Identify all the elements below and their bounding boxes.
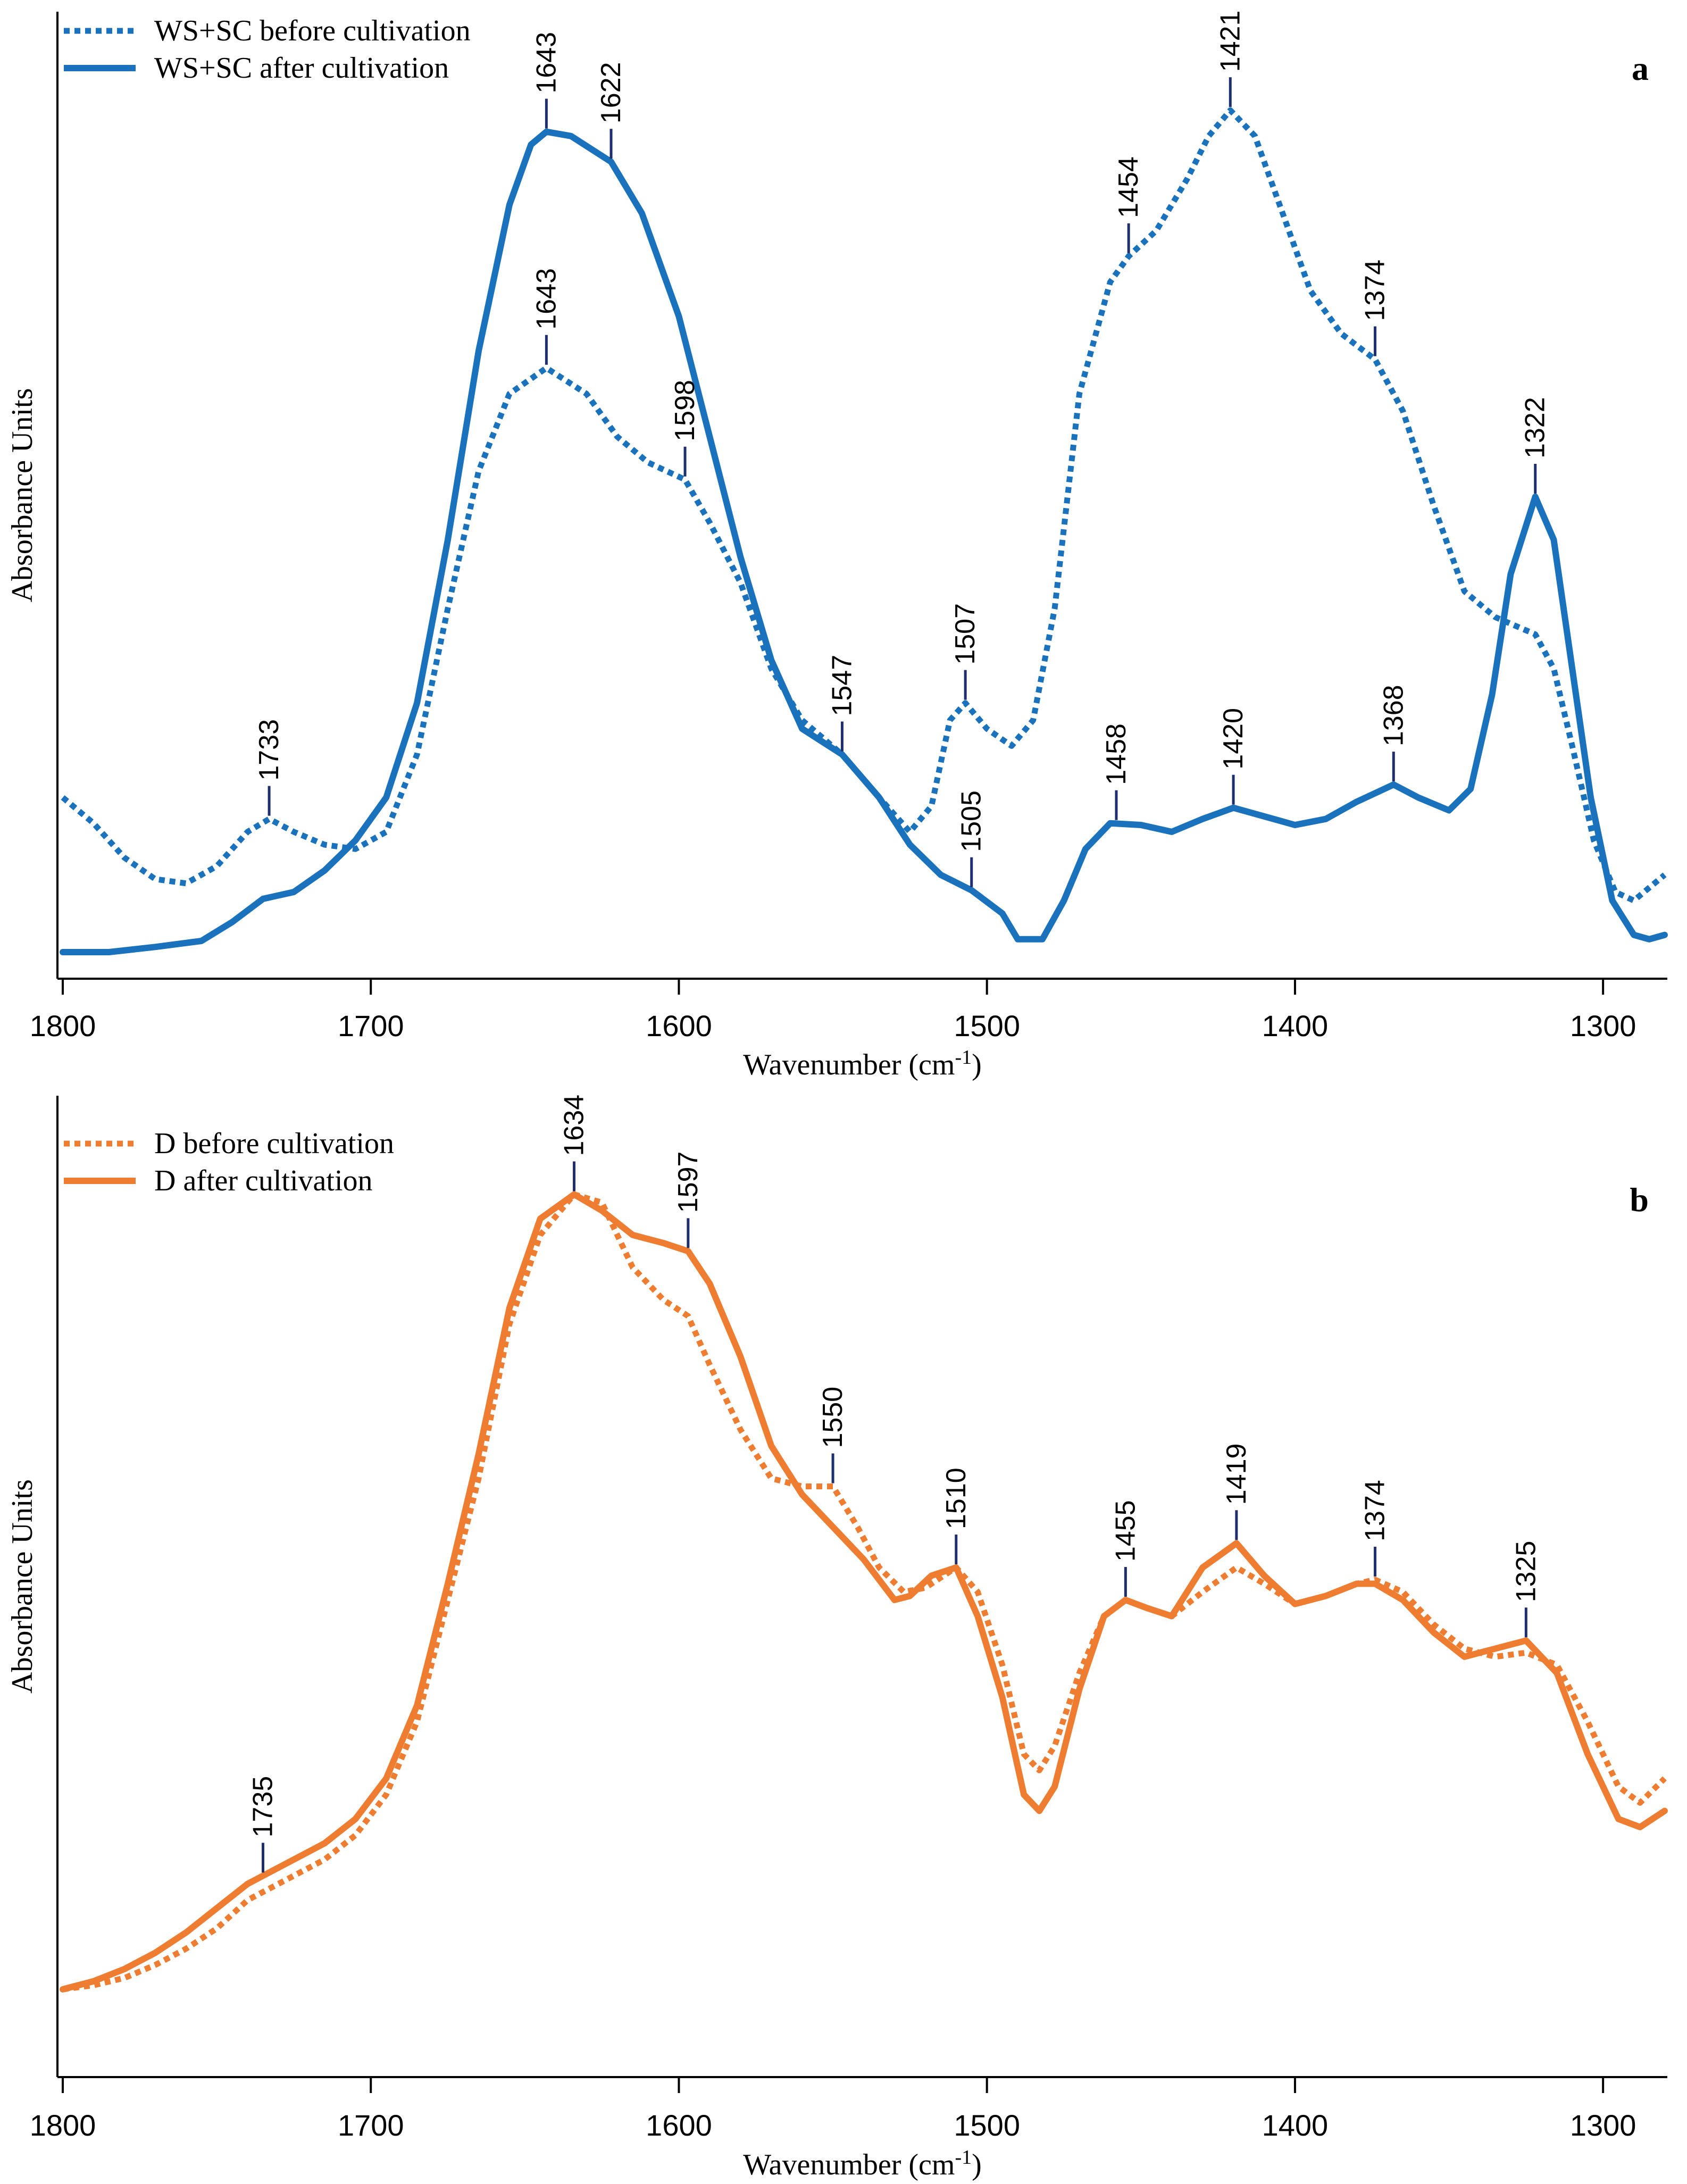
- chart-panel-b: 1800 1700 1600 1500 1400 1300 Wavenumber (cm-1…: [6, 1095, 1668, 2181]
- y-axis-label: Absorbance Units: [6, 1479, 39, 1694]
- peak-label: 1597: [673, 1152, 704, 1213]
- peak-label: 1505: [956, 790, 987, 852]
- legend-label: WS+SC before cultivation: [154, 14, 471, 47]
- peak-annotation: 1455: [1110, 1500, 1141, 1597]
- peak-label: 1622: [596, 62, 627, 124]
- peak-label: 1421: [1215, 11, 1246, 72]
- x-tick-label: 1500: [954, 2108, 1020, 2142]
- series-line-after: [60, 1191, 1668, 1993]
- x-tick-label: 1400: [1262, 2108, 1329, 2142]
- peak-label: 1643: [531, 268, 562, 330]
- peak-label: 1458: [1101, 723, 1132, 785]
- peak-label: 1420: [1218, 708, 1249, 770]
- peak-annotation: 1368: [1378, 685, 1409, 782]
- peak-annotation: 1421: [1215, 11, 1246, 107]
- legend-label: WS+SC after cultivation: [154, 52, 449, 85]
- peak-annotation: 1550: [817, 1387, 848, 1483]
- y-axis-label: Absorbance Units: [6, 388, 39, 603]
- x-tick-label: 1300: [1570, 1009, 1636, 1043]
- x-tick-label: 1700: [338, 1009, 404, 1043]
- x-tick-label: 1500: [954, 1009, 1020, 1043]
- peak-annotation: 1597: [673, 1152, 704, 1248]
- x-tick-label: 1600: [646, 1009, 712, 1043]
- x-tick-label: 1400: [1262, 1009, 1329, 1043]
- x-tick-label: 1800: [30, 1009, 96, 1043]
- chart-panel-a: 1800 1700 1600 1500 1400 1300 Wavenumber (cm-1…: [6, 11, 1668, 1081]
- legend-label: D before cultivation: [154, 1127, 394, 1160]
- x-tick-label: 1700: [338, 2108, 404, 2142]
- legend-label: D after cultivation: [154, 1164, 373, 1197]
- x-tick-label: 1800: [30, 2108, 96, 2142]
- peak-annotation: 1622: [596, 62, 627, 159]
- panel-label: b: [1630, 1181, 1649, 1219]
- series-line-after: [60, 128, 1668, 955]
- peak-annotation: 1505: [956, 790, 987, 887]
- x-tick-label: 1600: [646, 2108, 712, 2142]
- peak-label: 1368: [1378, 685, 1409, 746]
- x-axis-label: Wavenumber (cm-1): [743, 2146, 982, 2181]
- peak-label: 1598: [670, 380, 700, 441]
- peak-label: 1550: [817, 1387, 848, 1448]
- peak-annotation: 1735: [248, 1776, 279, 1873]
- x-axis-label: Wavenumber (cm-1): [743, 1046, 982, 1081]
- peak-annotation: 1634: [559, 1095, 590, 1191]
- panel-label: a: [1632, 49, 1649, 87]
- peak-label: 1507: [950, 603, 981, 665]
- peak-label: 1374: [1360, 1480, 1391, 1541]
- peak-label: 1374: [1360, 260, 1391, 321]
- series-line-before: [62, 1191, 1667, 1993]
- peak-annotation: 1374: [1360, 1480, 1391, 1577]
- peak-annotation: 1419: [1221, 1444, 1252, 1540]
- peak-label: 1733: [254, 719, 285, 781]
- peak-annotation: 1598: [670, 380, 700, 477]
- peak-annotation: 1507: [950, 603, 981, 700]
- peak-label: 1547: [826, 655, 857, 716]
- peak-label: 1510: [941, 1468, 972, 1529]
- peak-annotation: 1420: [1218, 708, 1249, 805]
- peak-label: 1455: [1110, 1500, 1141, 1562]
- peak-annotation: 1454: [1113, 156, 1144, 253]
- peak-label: 1735: [248, 1776, 279, 1838]
- peak-label: 1634: [559, 1095, 590, 1156]
- peak-annotation: 1374: [1360, 260, 1391, 356]
- peak-label: 1454: [1113, 156, 1144, 218]
- peak-annotation: 1643: [531, 268, 562, 365]
- peak-annotation: 1547: [826, 655, 857, 752]
- peak-label: 1322: [1520, 397, 1551, 459]
- peak-label: 1325: [1510, 1541, 1541, 1603]
- peak-annotation: 1325: [1510, 1541, 1541, 1638]
- peak-annotation: 1510: [941, 1468, 972, 1564]
- peak-annotation: 1458: [1101, 723, 1132, 820]
- peak-annotation: 1733: [254, 719, 285, 816]
- peak-label: 1419: [1221, 1444, 1252, 1505]
- peak-annotation: 1322: [1520, 397, 1551, 494]
- peak-annotation: 1643: [531, 32, 562, 129]
- peak-label: 1643: [531, 32, 562, 94]
- x-tick-label: 1300: [1570, 2108, 1636, 2142]
